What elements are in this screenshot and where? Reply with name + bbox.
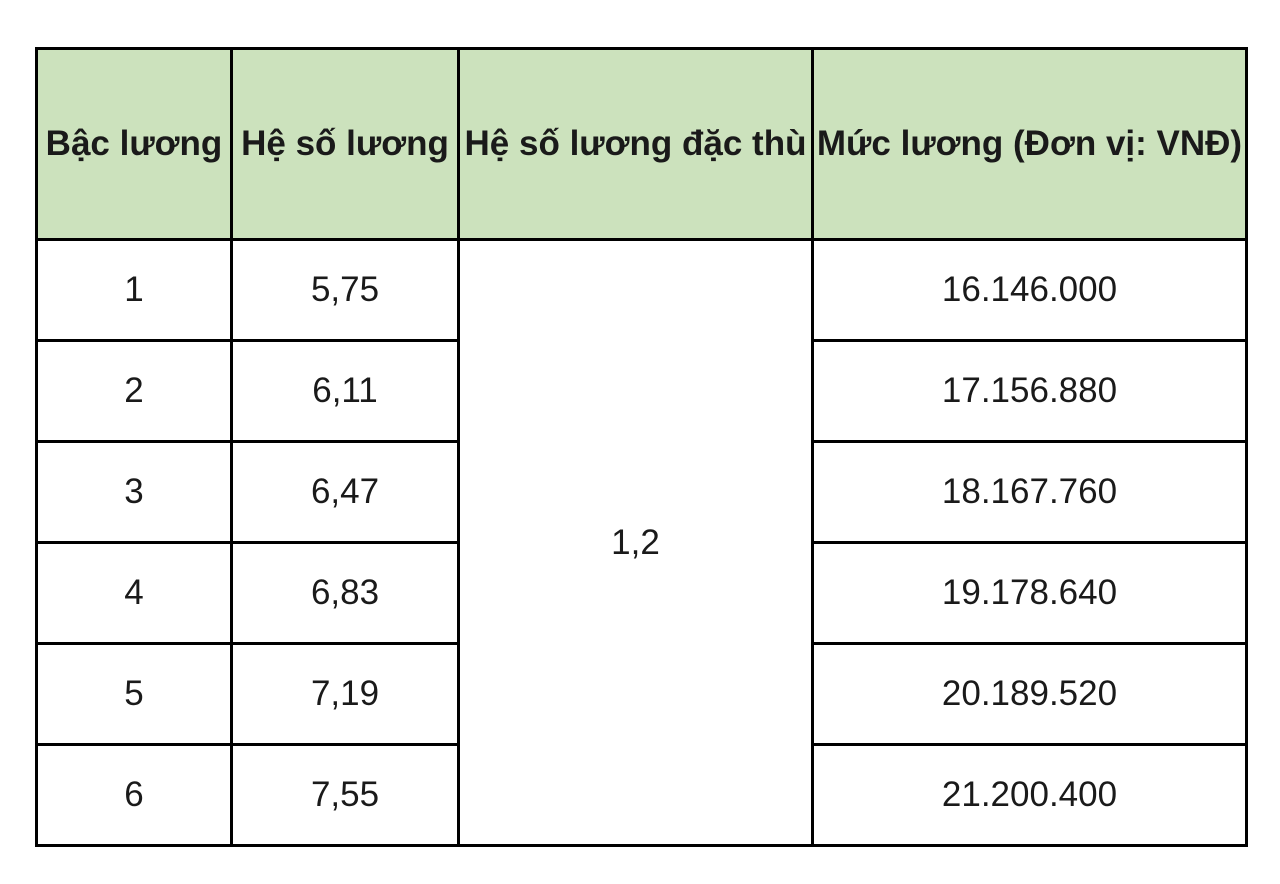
cell-coefficient: 6,83 [230,541,460,645]
cell-salary: 21.200.400 [811,743,1248,847]
cell-coefficient: 5,75 [230,238,460,342]
cell-level: 1 [35,238,233,342]
cell-special-coefficient: 1,2 [457,238,814,847]
table-row: 6 7,55 21.200.400 [35,743,1248,847]
cell-level: 5 [35,642,233,746]
cell-coefficient: 7,55 [230,743,460,847]
cell-salary: 16.146.000 [811,238,1248,342]
cell-salary: 19.178.640 [811,541,1248,645]
table-row: 4 6,83 19.178.640 [35,541,1248,645]
header-salary-level: Bậc lương [35,47,233,241]
cell-level: 2 [35,339,233,443]
table-row: 2 6,11 17.156.880 [35,339,1248,443]
header-special-coefficient: Hệ số lương đặc thù [457,47,814,241]
header-row: Bậc lương Hệ số lương Hệ số lương đặc th… [35,47,1248,241]
table-row: 1 5,75 1,2 16.146.000 [35,238,1248,847]
table-row: 5 7,19 20.189.520 [35,642,1248,746]
cell-coefficient: 7,19 [230,642,460,746]
cell-coefficient: 6,11 [230,339,460,443]
cell-level: 6 [35,743,233,847]
header-coefficient: Hệ số lương [230,47,460,241]
cell-salary: 18.167.760 [811,440,1248,544]
cell-level: 3 [35,440,233,544]
salary-table: Bậc lương Hệ số lương Hệ số lương đặc th… [35,47,1248,847]
cell-salary: 17.156.880 [811,339,1248,443]
cell-level: 4 [35,541,233,645]
cell-salary: 20.189.520 [811,642,1248,746]
header-salary-amount: Mức lương (Đơn vị: VNĐ) [811,47,1248,241]
table-row: 3 6,47 18.167.760 [35,440,1248,544]
cell-coefficient: 6,47 [230,440,460,544]
